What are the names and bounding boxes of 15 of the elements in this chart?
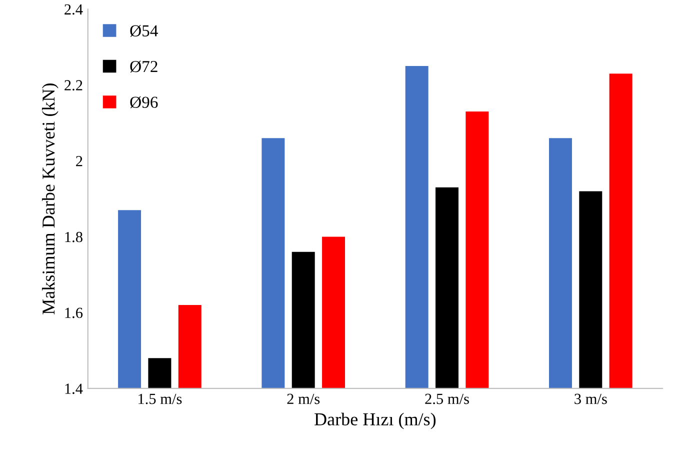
legend-label: Ø96	[130, 96, 158, 108]
x-tick-label: 1.5 m/s	[138, 394, 182, 404]
y-tick-label: 2.4	[64, 4, 83, 15]
y-tick-label: 1.8	[65, 232, 82, 242]
x-tick-label: 2 m/s	[287, 394, 320, 404]
y-axis-title: Maksimum Darbe Kuvveti (kN)	[42, 84, 58, 314]
y-tick-label: 2	[76, 156, 82, 166]
y-tick-label: 1.4	[65, 384, 83, 394]
legend-label: Ø72	[130, 60, 158, 72]
x-axis-title: Darbe Hızı (m/s)	[314, 412, 436, 430]
legend-label: Ø54	[130, 24, 158, 37]
x-tick-label: 3 m/s	[574, 394, 607, 404]
y-tick-label: 2.2	[64, 80, 82, 91]
x-tick-label: 2.5 m/s	[425, 394, 469, 404]
y-tick-label: 1.6	[65, 308, 83, 318]
